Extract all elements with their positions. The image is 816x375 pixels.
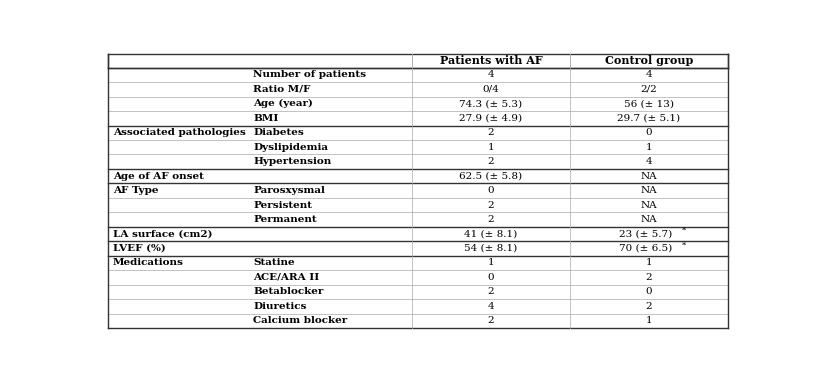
Text: 2/2: 2/2: [641, 85, 658, 94]
Text: LVEF (%): LVEF (%): [113, 244, 166, 253]
Text: NA: NA: [641, 201, 658, 210]
Text: 2: 2: [488, 201, 494, 210]
Text: 2: 2: [488, 128, 494, 137]
Text: Calcium blocker: Calcium blocker: [254, 316, 348, 325]
Text: Ratio M/F: Ratio M/F: [254, 85, 311, 94]
Text: 0: 0: [488, 273, 494, 282]
Text: 56 (± 13): 56 (± 13): [624, 99, 674, 108]
Text: 1: 1: [645, 143, 652, 152]
Text: 4: 4: [645, 70, 652, 80]
Text: 70 (± 6.5): 70 (± 6.5): [619, 244, 672, 253]
Text: Persistent: Persistent: [254, 201, 313, 210]
Text: Parosxysmal: Parosxysmal: [254, 186, 326, 195]
Text: 74.3 (± 5.3): 74.3 (± 5.3): [459, 99, 522, 108]
Text: 41 (± 8.1): 41 (± 8.1): [464, 230, 517, 238]
Text: 4: 4: [488, 302, 494, 311]
Text: 1: 1: [488, 143, 494, 152]
Text: Patients with AF: Patients with AF: [440, 55, 543, 66]
Text: NA: NA: [641, 215, 658, 224]
Text: Permanent: Permanent: [254, 215, 317, 224]
Text: Diabetes: Diabetes: [254, 128, 304, 137]
Text: 2: 2: [645, 273, 652, 282]
Text: Statine: Statine: [254, 258, 295, 267]
Text: NA: NA: [641, 186, 658, 195]
Text: 23 (± 5.7): 23 (± 5.7): [619, 230, 672, 238]
Text: *: *: [681, 227, 686, 235]
Text: AF Type: AF Type: [113, 186, 158, 195]
Text: Diuretics: Diuretics: [254, 302, 307, 311]
Text: Medications: Medications: [113, 258, 184, 267]
Text: Number of patients: Number of patients: [254, 70, 366, 80]
Text: BMI: BMI: [254, 114, 279, 123]
Text: 62.5 (± 5.8): 62.5 (± 5.8): [459, 172, 522, 181]
Text: Control group: Control group: [605, 55, 694, 66]
Text: 2: 2: [488, 215, 494, 224]
Text: 1: 1: [645, 316, 652, 325]
Text: 29.7 (± 5.1): 29.7 (± 5.1): [618, 114, 681, 123]
Text: 0: 0: [488, 186, 494, 195]
Text: 54 (± 8.1): 54 (± 8.1): [464, 244, 517, 253]
Text: Hypertension: Hypertension: [254, 157, 331, 166]
Text: 2: 2: [488, 316, 494, 325]
Text: Age of AF onset: Age of AF onset: [113, 172, 204, 181]
Text: 2: 2: [488, 157, 494, 166]
Text: 4: 4: [488, 70, 494, 80]
Text: 1: 1: [488, 258, 494, 267]
Text: 0: 0: [645, 287, 652, 296]
Text: NA: NA: [641, 172, 658, 181]
Text: 4: 4: [645, 157, 652, 166]
Text: 27.9 (± 4.9): 27.9 (± 4.9): [459, 114, 522, 123]
Text: 2: 2: [645, 302, 652, 311]
Text: 2: 2: [488, 287, 494, 296]
Text: 0/4: 0/4: [482, 85, 499, 94]
Text: Dyslipidemia: Dyslipidemia: [254, 143, 328, 152]
Text: ACE/ARA II: ACE/ARA II: [254, 273, 320, 282]
Text: LA surface (cm2): LA surface (cm2): [113, 230, 212, 238]
Text: 0: 0: [645, 128, 652, 137]
Text: 1: 1: [645, 258, 652, 267]
Text: *: *: [681, 241, 686, 249]
Text: Age (year): Age (year): [254, 99, 313, 108]
Text: Associated pathologies: Associated pathologies: [113, 128, 246, 137]
Text: Betablocker: Betablocker: [254, 287, 324, 296]
